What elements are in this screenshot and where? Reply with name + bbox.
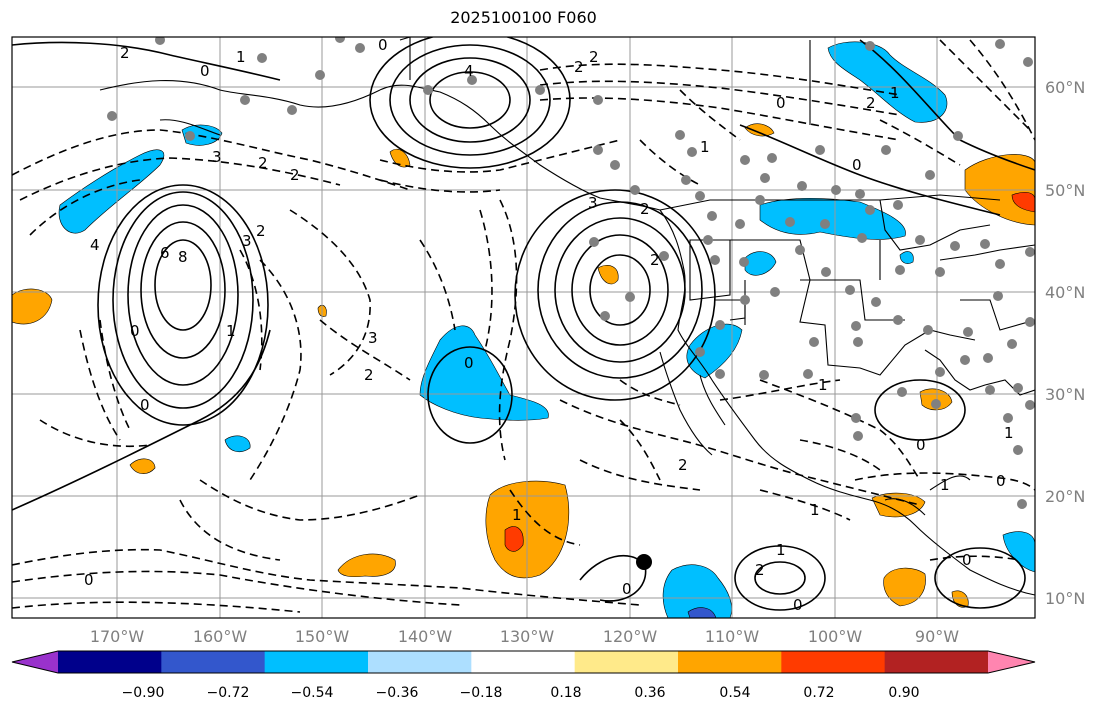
lon-label: 160°W (193, 627, 248, 646)
colorbar-tick: −0.36 (376, 685, 419, 701)
contour-label: 0 (378, 36, 388, 54)
contour-label: 0 (916, 436, 926, 454)
contour-label: 3 (242, 232, 252, 250)
latitude-labels: 60°N 50°N 40°N 30°N 20°N 10°N (1045, 78, 1085, 608)
contour-label: 0 (622, 580, 632, 598)
lon-label: 140°W (398, 627, 453, 646)
contour-label: 0 (464, 354, 474, 372)
contour-label: 2 (256, 222, 266, 240)
chart-title: 2025100100 F060 (450, 8, 597, 27)
colorbar-tick: 0.18 (550, 685, 581, 701)
contour-label: 1 (1004, 424, 1014, 442)
contour-label: 1 (776, 541, 786, 559)
contour-label: 2 (290, 166, 300, 184)
map-frame (11, 36, 1036, 619)
contour-label: 0 (962, 551, 972, 569)
contour-label: 1 (940, 476, 950, 494)
colorbar-tick: −0.72 (207, 685, 250, 701)
lat-label: 50°N (1045, 181, 1085, 200)
contour-label: 0 (200, 62, 210, 80)
lat-label: 10°N (1045, 589, 1085, 608)
lon-label: 110°W (705, 627, 760, 646)
colorbar-bin (574, 651, 679, 673)
colorbar-tick: 0.36 (634, 685, 665, 701)
contour-label: 1 (700, 138, 710, 156)
contour-label: 2 (574, 58, 584, 76)
colorbar-bin (161, 651, 266, 673)
colorbar-tick: 0.90 (888, 685, 919, 701)
colorbar-tick: −0.18 (460, 685, 503, 701)
contour-label: 0 (793, 596, 803, 614)
shaded-regions (12, 41, 1035, 618)
lat-label: 60°N (1045, 78, 1085, 97)
contour-label: 3 (368, 329, 378, 347)
colorbar-bin (781, 651, 886, 673)
colorbar-ticks: −0.90 −0.72 −0.54 −0.36 −0.18 0.18 0.36 … (122, 685, 920, 701)
contour-label: 0 (776, 94, 786, 112)
colorbar-outline (11, 650, 1036, 674)
contour-label: 0 (84, 571, 94, 589)
contour-label: 2 (258, 154, 268, 172)
colorbar-extend-max (988, 651, 1035, 673)
contour-label: 2 (589, 48, 599, 66)
contour-label: 2 (364, 366, 374, 384)
colorbar (11, 650, 1036, 674)
colorbar-tick: −0.54 (291, 685, 334, 701)
contour-label: 1 (236, 48, 246, 66)
storm-marker (636, 554, 652, 570)
contour-label: 1 (226, 322, 236, 340)
contour-label: 0 (996, 472, 1006, 490)
colorbar-bin (368, 651, 472, 673)
lon-label: 130°W (500, 627, 555, 646)
colorbar-tick: 0.54 (719, 685, 750, 701)
lat-label: 20°N (1045, 487, 1085, 506)
colorbar-bin (884, 651, 989, 673)
contour-label: 2 (755, 561, 765, 579)
contour-label: 4 (464, 62, 474, 80)
lat-label: 30°N (1045, 385, 1085, 404)
contour-label: 4 (90, 236, 100, 254)
contour-label: 1 (890, 84, 900, 102)
station-markers (107, 37, 1035, 509)
dashed-contours (12, 39, 1035, 613)
coastlines (99, 37, 1035, 596)
colorbar-tick: 0.72 (803, 685, 834, 701)
contour-label: 1 (818, 376, 828, 394)
contour-label-group: 0 0 1 2 2 2 2 3 4 6 8 3 2 1 0 3 2 0 4 2 … (84, 36, 1014, 614)
contour-label: 0 (130, 322, 140, 340)
lon-label: 120°W (603, 627, 658, 646)
contour-label: 8 (178, 248, 188, 266)
contour-label: 1 (512, 506, 522, 524)
colorbar-bin (58, 651, 162, 673)
contour-label: 0 (852, 156, 862, 174)
contour-label: 2 (866, 94, 876, 112)
lon-label: 170°W (90, 627, 145, 646)
lon-label: 90°W (915, 627, 959, 646)
contour-label: 3 (588, 194, 598, 212)
colorbar-extend-min (12, 651, 58, 673)
colorbar-bin (471, 651, 576, 673)
contour-label: 2 (120, 44, 130, 62)
lon-label: 100°W (808, 627, 863, 646)
colorbar-tick: −0.90 (122, 685, 165, 701)
contour-label: 2 (640, 200, 650, 218)
contour-label: 6 (160, 244, 170, 262)
contour-label: 2 (678, 456, 688, 474)
contour-label: 3 (212, 148, 222, 166)
colorbar-bin (678, 651, 782, 673)
contour-label: 1 (810, 501, 820, 519)
colorbar-bin (264, 651, 369, 673)
contour-label: 0 (140, 396, 150, 414)
lat-label: 40°N (1045, 283, 1085, 302)
longitude-labels: 170°W 160°W 150°W 140°W 130°W 120°W 110°… (90, 627, 959, 646)
lon-label: 150°W (295, 627, 350, 646)
contour-label: 2 (650, 251, 660, 269)
